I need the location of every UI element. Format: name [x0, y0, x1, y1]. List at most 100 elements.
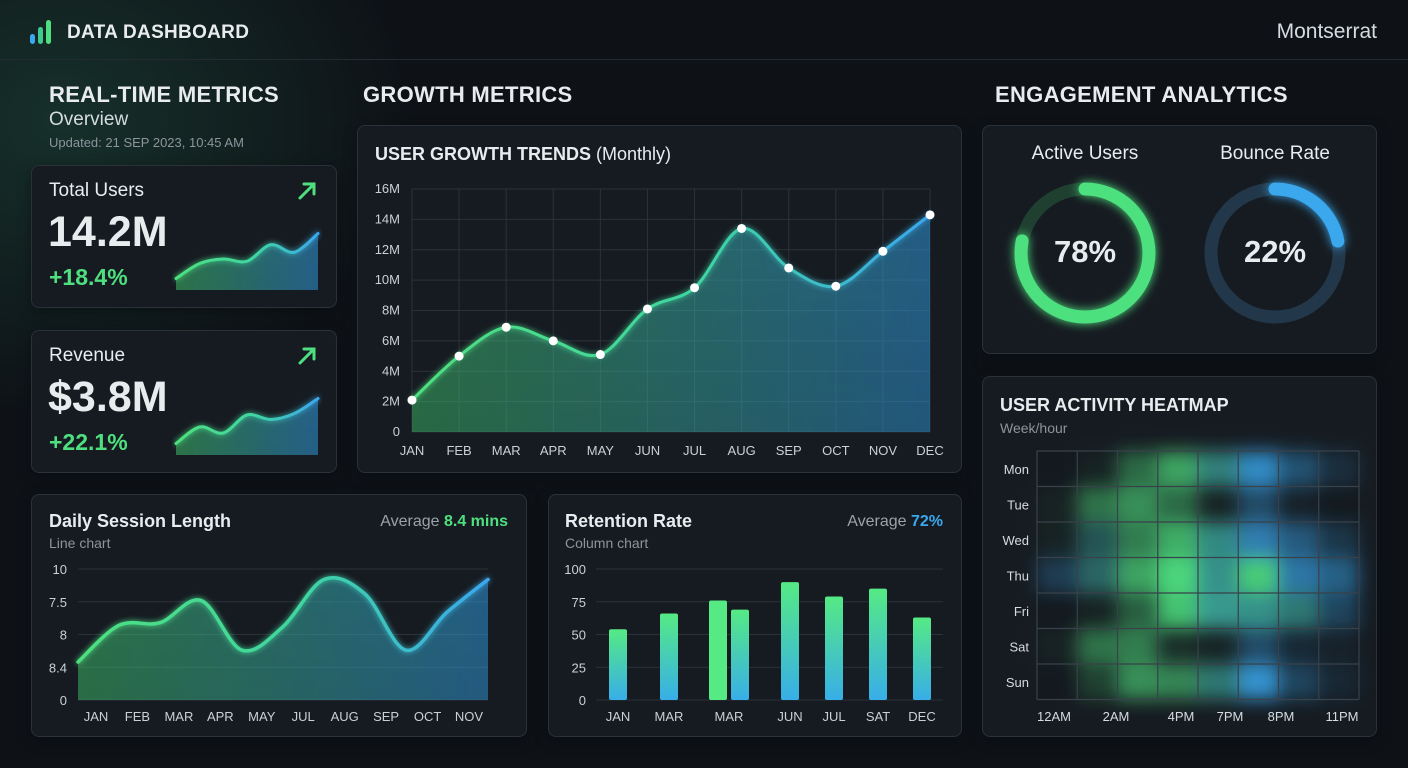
kpi-change: +18.4%: [49, 264, 128, 290]
heatmap-cell: [1278, 522, 1319, 558]
kpi-change: +22.1%: [49, 429, 128, 455]
kpi-card-revenue[interactable]: Revenue $3.8M +22.1%: [31, 330, 337, 473]
heatmap-cell: [1198, 628, 1239, 664]
heatmap-cell: [1157, 628, 1198, 664]
engagement-card: Active Users Bounce Rate 78% 22%: [982, 125, 1377, 354]
x-tick-label: DEC: [916, 443, 943, 458]
heatmap-cell: [1238, 593, 1279, 629]
data-point: [548, 336, 558, 346]
avg-label: Average: [847, 513, 907, 530]
retention-subtitle: Column chart: [565, 535, 649, 551]
heatmap-cell: [1157, 451, 1198, 487]
y-tick-label: 0: [393, 424, 400, 439]
heatmap-cell: [1278, 451, 1319, 487]
x-tick-label: MAY: [248, 709, 276, 724]
x-tick-label: JUN: [635, 443, 660, 458]
y-tick-label: 8.4: [49, 660, 67, 675]
heatmap-cell: [1037, 664, 1077, 700]
bar: [660, 613, 678, 700]
heatmap-cells: [1037, 451, 1359, 700]
heatmap-cell: [1117, 486, 1158, 522]
trend-up-arrow-icon: [298, 182, 316, 200]
series-line: [174, 397, 320, 445]
x-tick-label: OCT: [822, 443, 850, 458]
data-point: [878, 246, 888, 256]
heatmap-cell: [1077, 557, 1118, 593]
y-tick-label: 16M: [375, 181, 400, 196]
bar: [869, 588, 887, 700]
y-tick-label: 6M: [382, 333, 400, 348]
avg-label: Average: [380, 513, 440, 530]
heatmap-cell: [1157, 486, 1198, 522]
heatmap-cell: [1278, 628, 1319, 664]
heatmap-cell: [1037, 522, 1078, 558]
updated-timestamp: Updated: 21 SEP 2023, 10:45 AM: [49, 135, 244, 150]
x-tick-label: AUG: [331, 709, 359, 724]
heatmap-cell: [1037, 486, 1078, 522]
y-tick-label: 12M: [375, 242, 400, 257]
y-tick-label: 75: [572, 595, 586, 610]
retention-chart: 0 25 50 75 100 JAN MAR MAR JUN JUL SAT DEC: [564, 562, 943, 724]
data-point: [925, 210, 935, 220]
kpi-value: 14.2M: [48, 208, 168, 256]
bounce-rate-value: 22%: [1243, 234, 1307, 269]
heatmap-cell: [1157, 664, 1198, 700]
data-point: [831, 281, 841, 291]
heatmap-cell: [1318, 628, 1359, 664]
y-tick-label: 14M: [375, 211, 400, 226]
heatmap-cell: [1318, 522, 1359, 558]
activity-heatmap: Mon Tue Wed Thu Fri Sat Sun 12AM 2AM 4PM 7PM 8PM 11P…: [1003, 450, 1360, 724]
x-tick-label: 2AM: [1103, 709, 1130, 724]
heatmap-cell: [1318, 557, 1359, 593]
heatmap-cell: [1278, 664, 1319, 700]
y-tick-label: 7.5: [49, 595, 67, 610]
x-tick-label: JUL: [822, 709, 845, 724]
kpi-card-total-users[interactable]: Total Users 14.2M +18.4%: [31, 165, 337, 308]
series-line: [174, 232, 320, 280]
heatmap-cell: [1077, 628, 1118, 664]
row-label: Tue: [1007, 497, 1029, 512]
x-tick-label: MAR: [715, 709, 744, 724]
x-tick-label: JUL: [292, 709, 315, 724]
heatmap-cell: [1238, 557, 1279, 593]
growth-chart-title: USER GROWTH TRENDS: [375, 144, 591, 164]
heatmap-cell: [1077, 593, 1118, 629]
x-tick-label: JAN: [606, 709, 631, 724]
engagement-section-title: ENGAGEMENT ANALYTICS: [995, 82, 1288, 107]
heatmap-cell: [1318, 593, 1359, 629]
x-tick-label: NOV: [869, 443, 898, 458]
user-name[interactable]: Montserrat: [1276, 20, 1377, 43]
heatmap-cell: [1198, 522, 1239, 558]
session-title: Daily Session Length: [49, 511, 232, 531]
gauge-arc: [1204, 182, 1346, 324]
heatmap-cell: [1318, 451, 1359, 487]
heatmap-cell: [1278, 593, 1319, 629]
top-bar: DATA DASHBOARD Montserrat: [0, 0, 1408, 60]
y-tick-label: 4M: [382, 363, 400, 378]
x-tick-label: MAR: [164, 709, 193, 724]
y-tick-label: 0: [60, 693, 67, 708]
y-tick-label: 10M: [375, 272, 400, 287]
bar: [731, 609, 749, 700]
heatmap-cell: [1117, 522, 1158, 558]
heatmap-cell: [1198, 451, 1239, 487]
x-tick-label: FEB: [125, 709, 150, 724]
heatmap-cell: [1238, 628, 1279, 664]
x-tick-label: 12AM: [1037, 709, 1071, 724]
trend-up-arrow-icon: [298, 347, 316, 365]
heatmap-cell: [1037, 557, 1078, 593]
bar: [913, 617, 931, 700]
x-tick-label: 7PM: [1217, 709, 1244, 724]
realtime-title: REAL-TIME METRICS: [49, 82, 279, 107]
x-tick-label: DEC: [908, 709, 935, 724]
data-point: [690, 283, 700, 293]
x-tick-label: SAT: [866, 709, 890, 724]
heatmap-cell: [1318, 664, 1359, 700]
x-tick-label: JAN: [400, 443, 425, 458]
x-tick-label: NOV: [455, 709, 484, 724]
series-line: [76, 576, 490, 664]
y-tick-label: 100: [564, 562, 586, 577]
x-tick-label: JUL: [683, 443, 706, 458]
active-users-value: 78%: [1053, 234, 1117, 269]
x-tick-label: 4PM: [1168, 709, 1195, 724]
